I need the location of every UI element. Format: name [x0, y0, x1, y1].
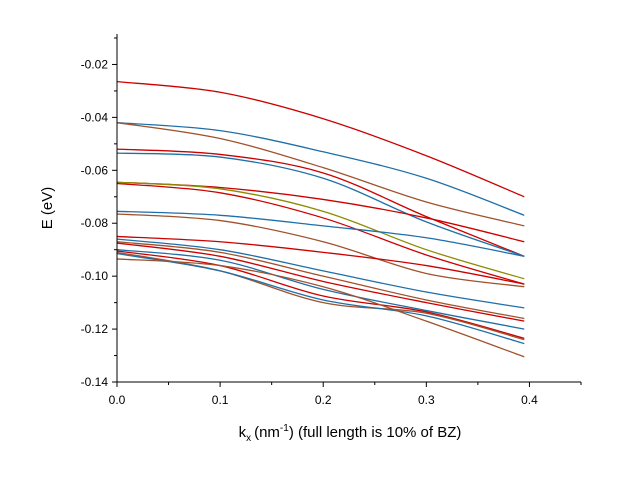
series-layer [116, 81, 525, 358]
axes-layer: 0.0 0.1 0.2 0.3 0.4 -0.02 -0.04 -0.06 -0.08 -0.10… [81, 34, 582, 407]
x-tick-label-3: 0.3 [418, 393, 435, 407]
x-tick-label-2: 0.2 [315, 393, 332, 407]
band-line-2 [116, 122, 525, 216]
band-line-14 [116, 242, 525, 322]
y-tick-label-6: -0.14 [81, 375, 109, 389]
y-tick-label-3: -0.08 [81, 216, 109, 230]
band-line-11 [116, 235, 525, 285]
band-line-7 [116, 181, 525, 280]
y-tick-label-5: -0.12 [81, 322, 109, 336]
band-line-9 [116, 210, 525, 257]
band-line-12 [116, 238, 525, 309]
x-axis-label-subscript: x [246, 433, 251, 444]
band-line-1 [116, 81, 525, 198]
x-axis-label-unit: (nm [254, 424, 280, 441]
x-axis-label: kx (nm-1) (full length is 10% of BZ) [239, 423, 462, 444]
x-axis-label-main: k [239, 424, 247, 441]
band-line-19 [116, 258, 525, 358]
x-tick-label-1: 0.1 [212, 393, 229, 407]
band-line-13 [116, 241, 525, 320]
band-line-4 [116, 148, 525, 257]
band-line-3 [116, 122, 525, 227]
y-axis-label: E (eV) [39, 187, 56, 230]
band-line-15 [116, 249, 525, 330]
x-axis-label-rest: ) (full length is 10% of BZ) [289, 424, 462, 441]
band-line-5 [116, 152, 525, 257]
y-tick-label-4: -0.10 [81, 269, 109, 283]
x-tick-label-4: 0.4 [521, 393, 538, 407]
x-tick-label-0: 0.0 [109, 393, 126, 407]
y-tick-label-0: -0.02 [81, 57, 109, 71]
x-axis-label-superscript: -1 [280, 423, 289, 434]
y-tick-label-2: -0.06 [81, 163, 109, 177]
band-line-8 [116, 182, 525, 285]
band-line-10 [116, 213, 525, 288]
y-tick-label-1: -0.04 [81, 110, 109, 124]
band-line-18 [116, 253, 525, 345]
band-line-16 [116, 250, 525, 339]
